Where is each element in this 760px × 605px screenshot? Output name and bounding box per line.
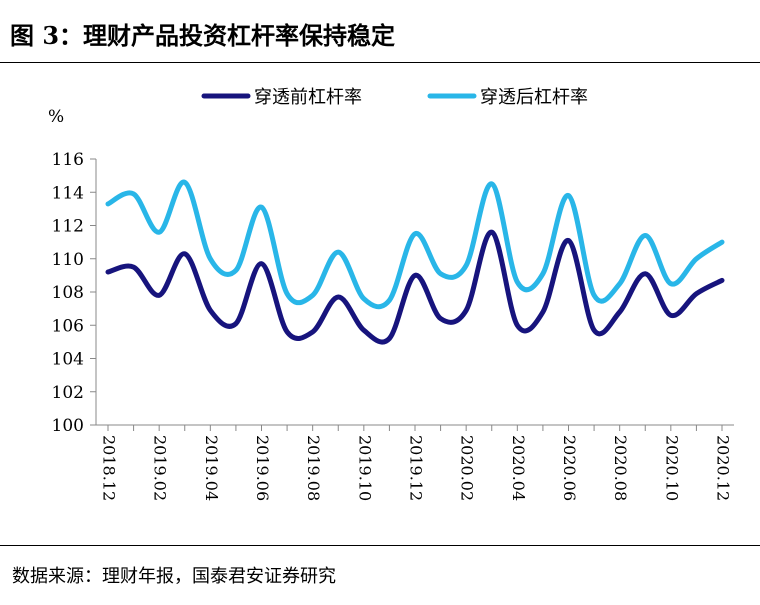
series-line-1 [105,229,725,345]
x-tick-label: 2020.08 [611,435,630,501]
x-tick-label: 2020.06 [560,435,579,501]
data-source-note: 数据来源：理财年报，国泰君安证券研究 [12,566,336,587]
x-axis: 2018.12 2019.02 2019.04 2019.06 2019.08 2019.… [96,424,734,501]
y-axis-unit-label: % [48,107,64,127]
x-tick-label: 2019.12 [407,435,426,501]
y-tick-label: 116 [52,150,84,170]
y-tick-label: 106 [52,316,84,336]
y-tick-label: 102 [52,383,84,403]
figure-title: 图 3：理财产品投资杠杆率保持稳定 [10,21,396,50]
x-tick-label: 2019.08 [304,435,323,501]
y-tick-label: 104 [52,350,84,370]
y-tick-label: 112 [52,217,84,237]
x-tick-label: 2018.12 [100,435,119,501]
leverage-line-chart: 穿透前杠杆率 穿透后杠杆率 % 1001021041061081101121141… [48,87,734,501]
x-tick-label: 2020.02 [458,435,477,501]
y-tick-label: 114 [52,183,84,203]
x-tick-label: 2019.02 [151,435,170,501]
x-tick-label: 2019.06 [253,435,272,501]
y-axis-ticks: 100 102 104 106 108 110 112 114 116 [52,150,97,436]
x-tick-label: 2020.04 [509,435,528,501]
y-tick-label: 100 [52,416,84,436]
x-tick-label: 2019.04 [202,435,221,501]
series-group [105,179,725,345]
legend: 穿透前杠杆率 穿透后杠杆率 [201,87,588,108]
series-line-2 [105,179,725,310]
x-tick-label: 2020.12 [714,435,733,501]
top-rule [0,62,760,63]
legend-label-2: 穿透后杠杆率 [480,87,588,108]
y-tick-label: 110 [52,250,84,270]
x-tick-label: 2020.10 [662,435,681,501]
legend-label-1: 穿透前杠杆率 [254,87,362,108]
bottom-rule [0,545,760,546]
x-tick-label: 2019.10 [355,435,374,501]
y-tick-label: 108 [52,283,84,303]
